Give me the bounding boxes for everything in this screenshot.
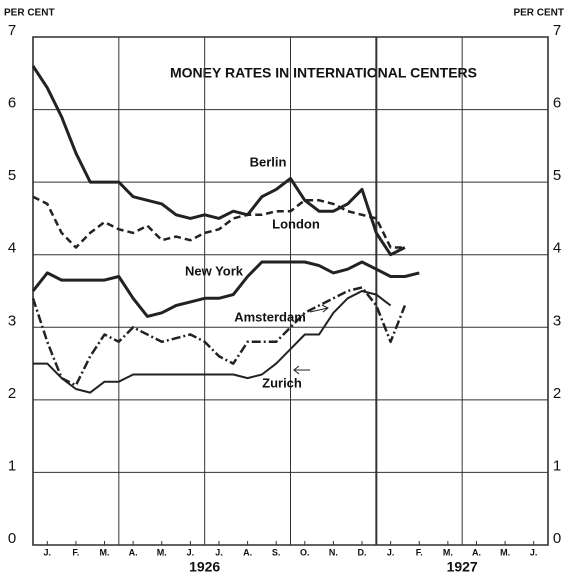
x-tick-label: D. — [358, 547, 367, 557]
y-tick-label-right: 3 — [553, 312, 561, 329]
y-tick-label-right: 0 — [553, 530, 561, 547]
x-tick-label: O. — [300, 547, 310, 557]
y-axis-label-left: PER CENT — [4, 8, 55, 19]
chart-title: MONEY RATES IN INTERNATIONAL CENTERS — [170, 65, 477, 81]
y-tick-label: 4 — [8, 240, 16, 257]
line-series — [31, 65, 406, 257]
line-series — [33, 290, 392, 394]
series-label: London — [272, 216, 320, 231]
y-tick-label: 7 — [8, 22, 16, 39]
line-series — [32, 195, 405, 249]
y-tick-label: 1 — [8, 457, 16, 474]
year-label: 1927 — [447, 559, 478, 575]
x-tick-label: A. — [243, 547, 252, 557]
x-tick-label: A. — [129, 547, 138, 557]
y-tick-label-right: 5 — [553, 167, 561, 184]
x-tick-label: N. — [329, 547, 338, 557]
x-tick-label: F. — [72, 547, 79, 557]
arrow — [293, 365, 310, 375]
y-tick-label-right: 1 — [553, 457, 561, 474]
x-tick-label: J. — [530, 547, 538, 557]
x-tick-label: J. — [187, 547, 195, 557]
line-series — [31, 260, 420, 318]
series-label: Amsterdam — [234, 309, 306, 324]
series-label: Zurich — [262, 375, 302, 390]
x-tick-label: F. — [416, 547, 423, 557]
year-label: 1926 — [189, 559, 220, 575]
x-tick-label: J. — [387, 547, 395, 557]
x-tick-label: J. — [215, 547, 223, 557]
x-tick-label: M. — [157, 547, 167, 557]
y-axis-label-right: PER CENT — [513, 8, 564, 19]
y-tick-label: 3 — [8, 312, 16, 329]
y-tick-label-right: 2 — [553, 385, 561, 402]
arrow — [309, 304, 329, 313]
y-tick-label: 6 — [8, 95, 16, 112]
y-tick-label-right: 6 — [553, 95, 561, 112]
x-tick-label: M. — [100, 547, 110, 557]
x-tick-label: M. — [443, 547, 453, 557]
y-tick-label: 5 — [8, 167, 16, 184]
x-tick-label: A. — [472, 547, 481, 557]
x-tick-label: S. — [272, 547, 281, 557]
y-tick-label-right: 7 — [553, 22, 561, 39]
series-label: New York — [185, 263, 244, 278]
series-label: Berlin — [250, 154, 287, 169]
x-tick-label: M. — [500, 547, 510, 557]
x-tick-label: J. — [44, 547, 52, 557]
y-tick-label-right: 4 — [553, 240, 561, 257]
y-tick-label: 0 — [8, 530, 16, 547]
y-tick-label: 2 — [8, 385, 16, 402]
line-series — [31, 286, 407, 387]
